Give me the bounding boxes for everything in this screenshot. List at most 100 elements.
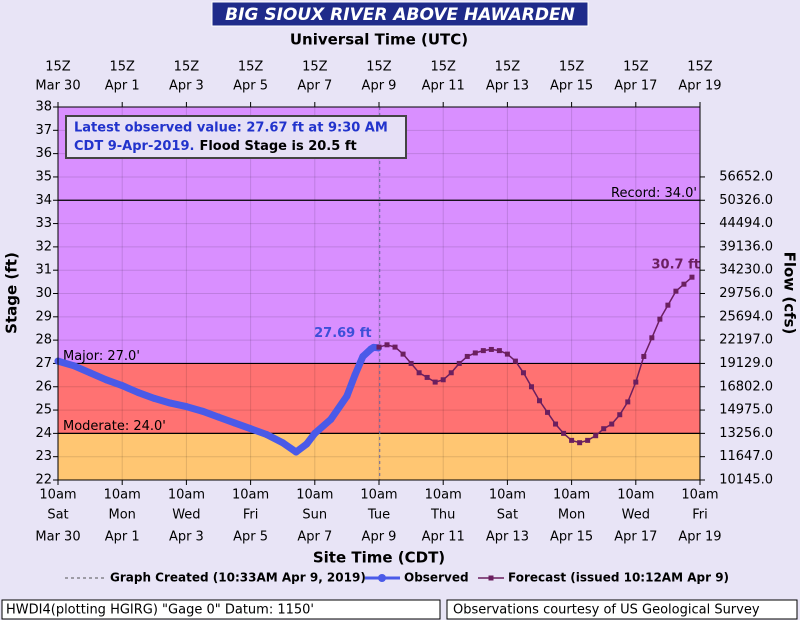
y2-tick-label: 13256.0 — [719, 426, 773, 441]
y2-tick-label: 39136.0 — [719, 239, 773, 254]
y-axis-label: Stage (ft) — [3, 252, 21, 334]
y2-tick-label: 29756.0 — [719, 286, 773, 301]
forecast-point — [617, 412, 623, 418]
observed-point — [70, 362, 78, 370]
y2-tick-label: 56652.0 — [719, 169, 773, 184]
y-tick-label: 22 — [35, 473, 52, 488]
footer-left: HWDI4(plotting HGIRG) "Gage 0" Datum: 11… — [6, 603, 314, 618]
forecast-point — [384, 342, 390, 348]
x2-tick-label: 15Z — [687, 60, 713, 75]
forecast-line — [378, 276, 693, 444]
x-tick-label: 10am — [232, 488, 269, 503]
y2-tick-label: 19129.0 — [719, 356, 773, 371]
forecast-point — [585, 437, 591, 443]
x-tick-day: Mon — [108, 508, 135, 523]
title-bar — [211, 1, 589, 27]
forecast-point — [504, 351, 510, 357]
x-axis-label: Site Time (CDT) — [313, 549, 445, 567]
forecast-point — [520, 370, 526, 376]
y2-tick-label: 11647.0 — [719, 449, 773, 464]
x2-tick-label: 15Z — [238, 60, 264, 75]
observed-point — [303, 440, 311, 448]
observed-point — [292, 448, 300, 456]
observed-peak-label: 27.69 ft — [314, 326, 372, 341]
y2-tick-label: 16802.0 — [719, 379, 773, 394]
observed-point — [327, 415, 335, 423]
y-tick-label: 28 — [35, 333, 52, 348]
legend-label: Observed — [404, 571, 469, 585]
legend-label: Forecast (issued 10:12AM Apr 9) — [508, 571, 729, 585]
x-tick-label: 10am — [39, 488, 76, 503]
x-tick-day: Mon — [558, 508, 585, 523]
observed-point — [231, 419, 239, 427]
observed-point — [263, 431, 271, 439]
x-tick-date: Apr 5 — [233, 530, 268, 545]
observed-point — [351, 371, 359, 379]
y-tick-label: 24 — [35, 426, 52, 441]
x-tick-date: Apr 9 — [362, 530, 397, 545]
flood-band — [58, 433, 700, 480]
flood-level-label: Moderate: 24.0' — [63, 419, 166, 434]
forecast-point — [657, 316, 663, 322]
y-tick-label: 29 — [35, 309, 52, 324]
x2-tick-label: 15Z — [559, 60, 585, 75]
y2-tick-label: 22197.0 — [719, 333, 773, 348]
x2-tick-label: 15Z — [495, 60, 521, 75]
y-tick-label: 23 — [35, 449, 52, 464]
x-tick-label: 10am — [360, 488, 397, 503]
info-line: Latest observed value: 27.67 ft at 9:30 … — [74, 121, 388, 136]
x2-tick-label: 15Z — [623, 60, 649, 75]
x-tick-day: Thu — [430, 508, 455, 523]
observed-point — [118, 382, 126, 390]
legend-label: Graph Created (10:33AM Apr 9, 2019) — [110, 571, 366, 585]
forecast-point — [537, 398, 542, 404]
y-tick-label: 27 — [35, 356, 52, 371]
forecast-point — [561, 430, 567, 436]
flood-level-label: Record: 34.0' — [611, 186, 697, 201]
forecast-point — [440, 377, 446, 383]
observed-point — [311, 429, 319, 437]
forecast-point — [545, 409, 551, 415]
x2-tick-label: 15Z — [302, 60, 328, 75]
forecast-point — [424, 374, 430, 380]
x-tick-date: Apr 1 — [105, 530, 140, 545]
x2-tick-label: 15Z — [45, 60, 71, 75]
forecast-point — [456, 360, 462, 366]
x2-tick-date: Apr 11 — [422, 79, 465, 94]
flood-level-label: Major: 27.0' — [63, 349, 140, 364]
observed-point — [343, 392, 351, 400]
y-tick-label: 33 — [35, 216, 52, 231]
y-tick-label: 34 — [35, 193, 52, 208]
observed-point — [279, 439, 287, 447]
x2-tick-date: Apr 15 — [550, 79, 593, 94]
x-tick-label: 10am — [553, 488, 590, 503]
x-tick-day: Wed — [172, 508, 200, 523]
y2-tick-label: 50326.0 — [719, 193, 773, 208]
forecast-point — [488, 346, 494, 352]
x2-tick-date: Apr 5 — [233, 79, 268, 94]
x2-tick-date: Apr 17 — [614, 79, 657, 94]
x-tick-label: 10am — [617, 488, 654, 503]
observed-point — [215, 413, 222, 421]
y2-tick-label: 14975.0 — [719, 403, 773, 418]
x2-tick-label: 15Z — [174, 60, 200, 75]
footer-box — [1, 599, 441, 620]
y2-tick-label: 10145.0 — [719, 473, 773, 488]
x-tick-date: Mar 30 — [35, 530, 80, 545]
x-tick-date: Apr 11 — [422, 530, 465, 545]
forecast-point — [400, 351, 406, 357]
x-tick-day: Wed — [622, 508, 650, 523]
footer-box — [446, 599, 798, 620]
observed-point — [102, 376, 110, 384]
forecast-point — [416, 370, 422, 376]
forecast-point — [472, 350, 478, 356]
forecast-point — [681, 281, 687, 287]
info-box — [65, 115, 407, 159]
forecast-point — [496, 348, 502, 354]
forecast-point — [376, 344, 382, 350]
x2-tick-label: 15Z — [109, 60, 135, 75]
y-tick-label: 36 — [35, 146, 52, 161]
forecast-point — [593, 433, 599, 439]
y2-axis-label: Flow (cfs) — [781, 252, 799, 335]
